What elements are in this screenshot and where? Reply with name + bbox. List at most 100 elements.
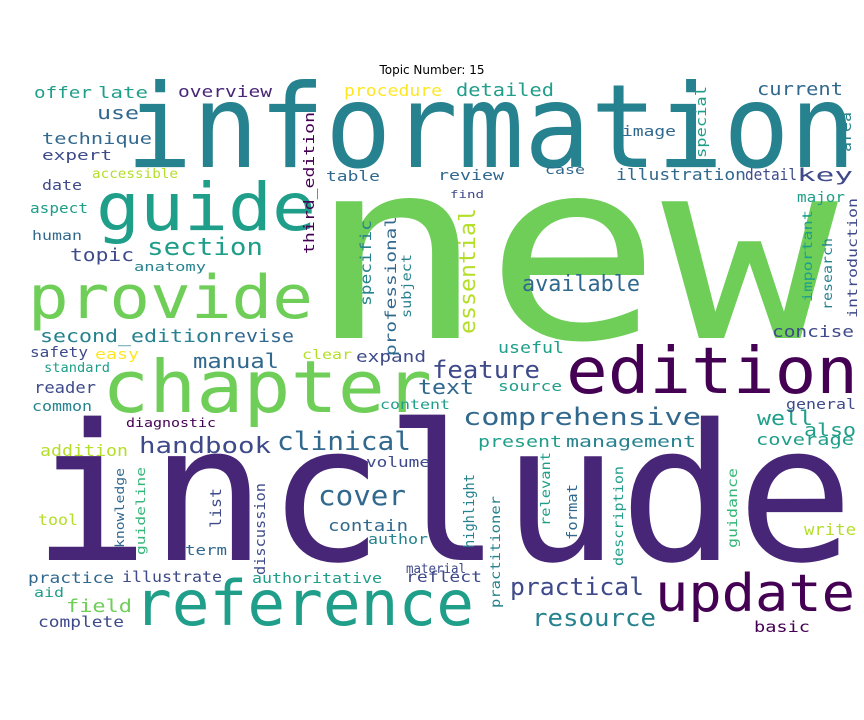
word-list: list <box>207 488 225 528</box>
word-coverage: coverage <box>756 430 854 449</box>
word-human: human <box>32 229 82 244</box>
word-research: research <box>821 238 836 310</box>
word-standard: standard <box>44 361 110 376</box>
word-general: general <box>786 397 856 413</box>
word-detailed: detailed <box>456 80 554 101</box>
word-detail: detail <box>745 165 797 184</box>
word-technique: technique <box>42 129 152 148</box>
word-major: major <box>797 190 845 206</box>
word-date: date <box>42 178 82 194</box>
word-content: content <box>380 398 450 413</box>
word-chapter: chapter <box>102 345 432 429</box>
word-practitioner: practitioner <box>489 496 504 608</box>
word-revise: revise <box>222 326 294 347</box>
word-table: table <box>326 169 380 185</box>
word-discussion: discussion <box>253 483 269 575</box>
word-subject: subject <box>400 254 415 318</box>
word-case: case <box>545 163 585 177</box>
word-important: important <box>801 210 816 302</box>
word-term: term <box>185 543 227 559</box>
word-reader: reader <box>34 378 96 397</box>
word-second_edition: second_edition <box>40 326 222 347</box>
word-authoritative: authoritative <box>252 571 382 587</box>
word-image: image <box>622 124 676 140</box>
word-aspect: aspect <box>30 201 88 217</box>
word-offer: offer <box>34 83 92 102</box>
word-expand: expand <box>356 347 426 366</box>
word-introduction: introduction <box>846 198 861 318</box>
word-cover: cover <box>318 479 406 512</box>
word-use: use <box>97 103 139 124</box>
word-professional: professional <box>382 216 400 356</box>
word-new: new <box>308 106 839 397</box>
word-feature: feature <box>432 356 540 384</box>
word-practice: practice <box>28 569 114 587</box>
word-resource: resource <box>532 604 656 632</box>
word-author: author <box>368 532 428 548</box>
word-well: well <box>757 406 813 430</box>
word-third_edition: third_edition <box>302 112 318 254</box>
word-safety: safety <box>30 345 88 361</box>
word-essential: essential <box>456 208 481 334</box>
word-management: management <box>566 432 696 451</box>
word-guideline: guideline <box>134 467 148 555</box>
word-complete: complete <box>38 613 124 631</box>
word-available: available <box>522 272 640 297</box>
word-area: area <box>839 112 855 152</box>
word-late: late <box>98 83 148 102</box>
word-current: current <box>757 79 843 100</box>
word-specific: specific <box>357 220 375 306</box>
word-material: material <box>406 562 466 577</box>
word-aid: aid <box>34 586 64 601</box>
word-guide: guide <box>96 169 316 246</box>
word-accessible: accessible <box>92 167 178 182</box>
word-handbook: handbook <box>139 434 271 459</box>
word-key: key <box>797 165 853 186</box>
word-illustrate: illustrate <box>122 568 222 586</box>
word-common: common <box>32 399 92 415</box>
word-overview: overview <box>178 82 272 101</box>
word-contain: contain <box>328 516 408 535</box>
word-edition: edition <box>566 335 858 409</box>
word-practical: practical <box>510 573 644 601</box>
word-highlight: highlight <box>462 474 478 548</box>
word-diagnostic: diagnostic <box>126 416 216 430</box>
word-illustration: illustration <box>616 165 746 184</box>
word-update: update <box>655 564 855 624</box>
word-section: section <box>147 233 263 261</box>
word-reflect: reflect <box>406 568 482 586</box>
word-relevant: relevant <box>539 452 554 526</box>
word-include: include <box>32 384 854 605</box>
word-reference: reference <box>134 567 474 640</box>
word-clear: clear <box>302 348 352 363</box>
word-source: source <box>498 379 562 395</box>
word-field: field <box>66 596 132 617</box>
word-text: text <box>418 375 474 399</box>
word-guidance: guidance <box>726 468 741 548</box>
word-addition: addition <box>40 441 128 460</box>
word-topic: topic <box>70 245 134 266</box>
word-expert: expert <box>42 148 112 164</box>
word-find: find <box>450 188 484 201</box>
word-description: description <box>612 466 627 566</box>
word-review: review <box>438 168 505 184</box>
word-volume: volume <box>366 455 430 471</box>
word-easy: easy <box>95 347 139 363</box>
word-basic: basic <box>754 618 810 636</box>
word-manual: manual <box>193 349 279 373</box>
word-present: present <box>478 432 562 451</box>
figure-title: Topic Number: 15 <box>379 63 485 77</box>
word-information: information <box>126 60 856 195</box>
word-also: also <box>804 420 856 441</box>
word-procedure: procedure <box>344 81 442 100</box>
word-useful: useful <box>498 338 564 357</box>
word-knowledge: knowledge <box>113 468 127 548</box>
word-clinical: clinical <box>277 427 411 457</box>
word-format: format <box>565 484 581 540</box>
word-provide: provide <box>28 263 313 333</box>
word-anatomy: anatomy <box>134 260 206 274</box>
word-write: write <box>804 520 856 539</box>
word-tool: tool <box>38 511 78 529</box>
